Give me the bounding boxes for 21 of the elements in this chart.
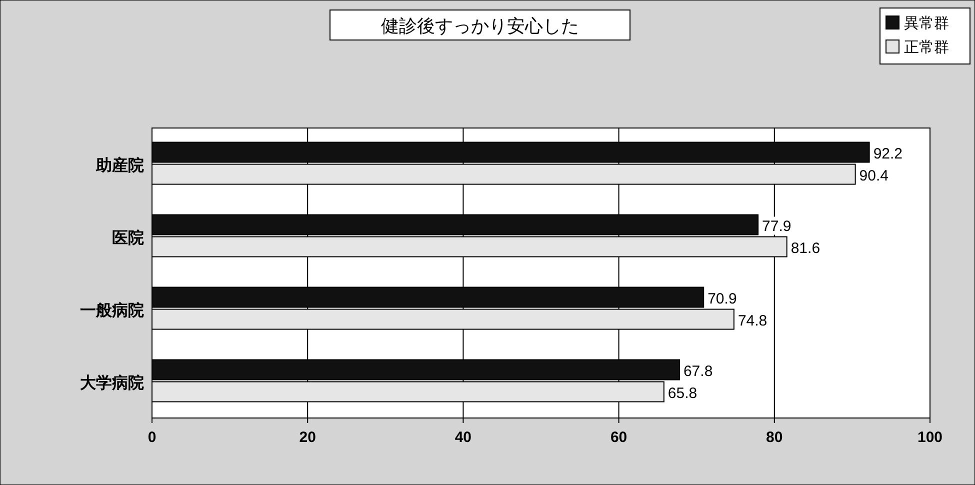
y-tick-label: 医院 xyxy=(112,228,144,247)
legend-label: 正常群 xyxy=(904,39,949,56)
x-tick-label: 60 xyxy=(610,429,628,446)
legend-label: 異常群 xyxy=(904,15,949,32)
x-tick-label: 40 xyxy=(454,429,472,446)
data-label: 77.9 xyxy=(762,218,792,235)
data-label: 90.4 xyxy=(859,167,889,184)
data-label: 67.8 xyxy=(683,362,713,380)
data-label: 65.8 xyxy=(668,384,698,402)
y-tick-label: 一般病院 xyxy=(80,301,144,320)
y-tick-label: 助産院 xyxy=(95,155,144,174)
data-label: 81.6 xyxy=(790,240,820,257)
x-tick-label: 20 xyxy=(299,429,316,446)
y-tick-label: 大学病院 xyxy=(80,374,144,392)
data-label: 74.8 xyxy=(738,312,768,330)
data-label: 92.2 xyxy=(873,145,903,162)
chart-title: 健診後すっかり安心した xyxy=(381,16,579,36)
x-tick-label: 100 xyxy=(917,429,943,446)
x-tick-label: 0 xyxy=(148,429,156,446)
data-label: 70.9 xyxy=(708,290,737,308)
x-tick-label: 80 xyxy=(766,429,783,446)
